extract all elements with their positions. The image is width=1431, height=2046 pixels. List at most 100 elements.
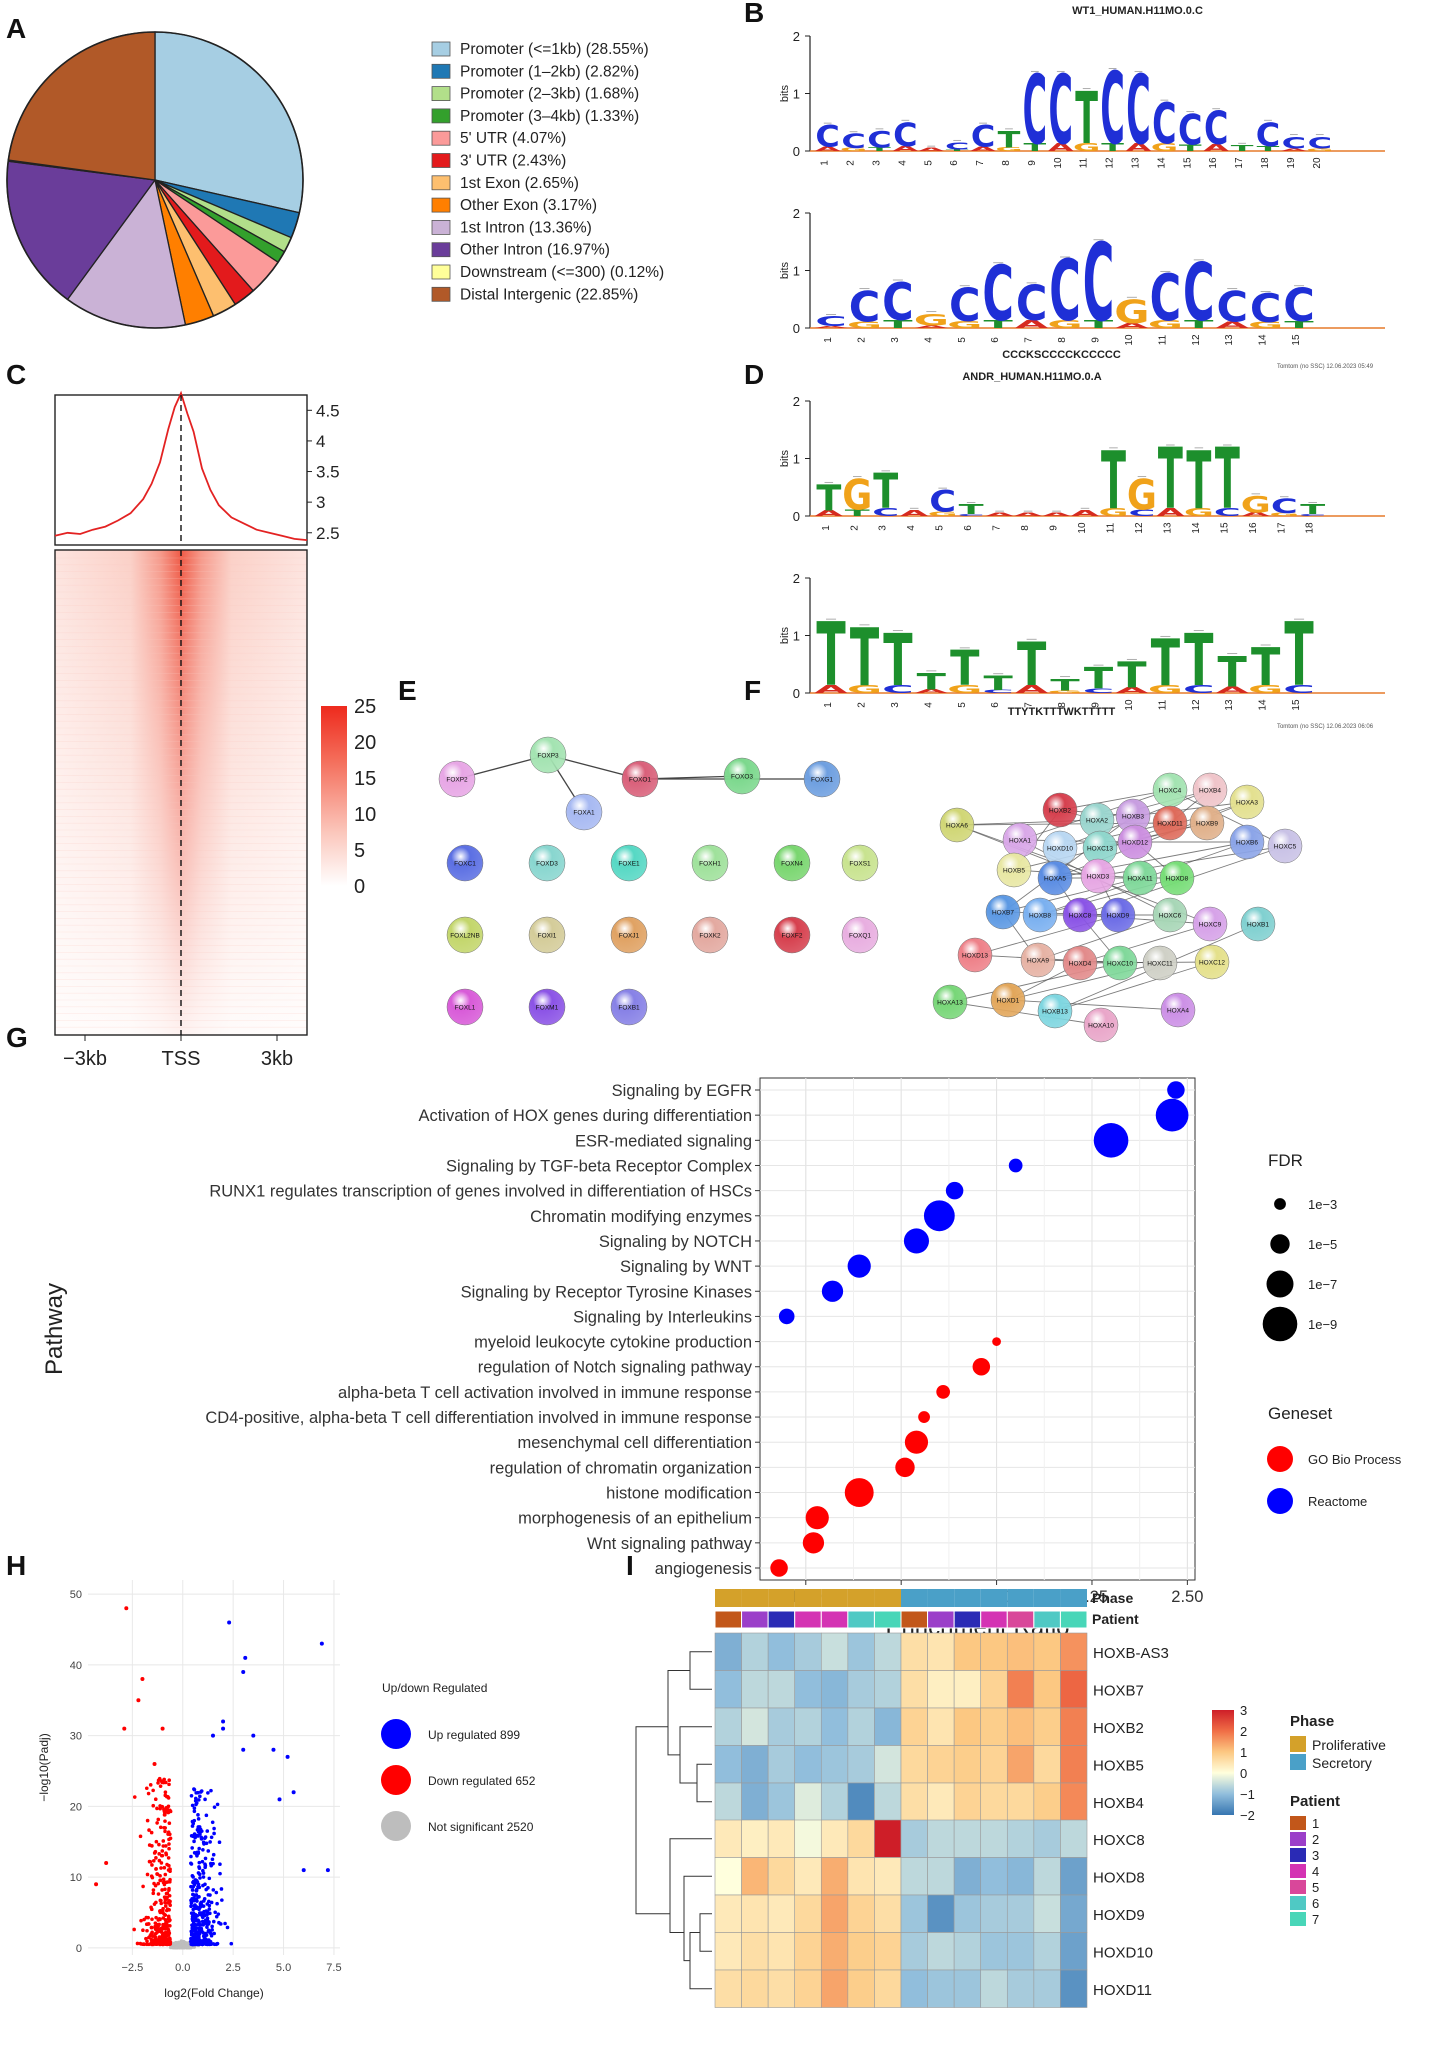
logo-letter: G: [1184, 506, 1214, 519]
logo-letter: A: [1042, 513, 1070, 518]
network-node-label: HOXC13: [1087, 846, 1113, 853]
dendrogram-branch: [683, 1875, 712, 1962]
logo-position-label: 7: [975, 160, 986, 166]
logo-letter: C: [1049, 55, 1073, 166]
volcano-point-down: [167, 1931, 172, 1935]
volcano-point-down: [158, 1910, 163, 1915]
logo-position-label: 4: [923, 337, 934, 343]
volcano-point-down: [150, 1863, 154, 1867]
heatmap-cell: [1006, 1745, 1035, 1784]
volcano-point-ns: [168, 1945, 173, 1950]
logo-position-label: 9: [1049, 525, 1060, 531]
volcano-point-down: [132, 1795, 137, 1799]
patient-legend-swatch: [1290, 1848, 1306, 1862]
heatmap-cell: [741, 1857, 769, 1896]
volcano-point-down: [157, 1858, 162, 1863]
logo-letter: T: [1184, 318, 1214, 331]
volcano-point-down: [144, 1786, 149, 1791]
network-node-label: HOXB6: [1236, 840, 1258, 847]
panel-e-fox-network: FOXP2 FOXP3 FOXA1 FOXO1 FOXO3 FOXG1 FOXC1 FOXD3…: [438, 736, 879, 1026]
volcano-point-down: [163, 1807, 168, 1811]
volcano-point-down: [149, 1830, 154, 1835]
panel-i-hox-heatmap: Phase Patient HOXB-AS3 HOXB7 HOXB2 HOXB5 HOXB4…: [635, 1589, 1386, 2008]
logo-letter: T: [1184, 618, 1214, 702]
volcano-point-extreme: [241, 1669, 246, 1674]
patient-annotation-cell: [980, 1610, 1008, 1629]
volcano-point-down: [167, 1893, 172, 1898]
logo-letter: A: [1281, 148, 1308, 152]
heatmap-cell: [980, 1894, 1008, 1933]
volcano-point-down: [146, 1915, 150, 1920]
pathway-label: mesenchymal cell differentiation: [518, 1434, 752, 1452]
volcano-point-down: [166, 1868, 171, 1872]
network-node-label: HOXB5: [1003, 868, 1025, 875]
heatmap-cell: [1006, 1819, 1035, 1858]
volcano-point-up: [201, 1875, 206, 1879]
network-node: [1122, 860, 1158, 896]
network-node: [610, 988, 648, 1026]
heatmap-cell: [1033, 1894, 1061, 1933]
logo-letter: C: [882, 273, 914, 333]
heatmap-cell: [953, 1782, 982, 1821]
heatmap-cell: [741, 1782, 769, 1821]
logo-letter: A: [1071, 509, 1100, 518]
panel-letter-e: E: [398, 675, 417, 706]
volcano-point-down: [159, 1901, 164, 1906]
volcano-point-down: [132, 1927, 136, 1932]
volcano-point-up: [208, 1940, 213, 1945]
heatmap-cell: [953, 1894, 982, 1933]
logo-letter: G: [1151, 141, 1178, 154]
logo-y-tick-label: 0: [793, 686, 800, 701]
fdr-legend-label: 1e−3: [1308, 1197, 1337, 1212]
volcano-point-up: [205, 1912, 209, 1917]
network-edge: [949, 1001, 1102, 1026]
network-node: [1160, 992, 1196, 1028]
gene-label: HOXB5: [1093, 1757, 1144, 1774]
logo-letter: C: [982, 250, 1014, 339]
pathway-label: Signaling by Interleukins: [573, 1308, 752, 1326]
volcano-point-down: [158, 1929, 162, 1933]
network-node-label: HOXC11: [1147, 961, 1173, 968]
volcano-point-down: [161, 1839, 166, 1843]
volcano-point-down: [162, 1895, 167, 1899]
network-node-label: HOXB1: [1247, 922, 1269, 929]
phase-annotation-cell: [794, 1589, 822, 1607]
logo-y-tick-label: 2: [793, 206, 800, 221]
heatmap-cell: [927, 1819, 955, 1858]
network-node-label: FOXP2: [446, 777, 468, 784]
logo-position-label: 8: [1020, 525, 1031, 531]
pathway-dot: [918, 1411, 930, 1423]
heatmap-cell: [767, 1745, 796, 1784]
volcano-point-down: [154, 1915, 158, 1920]
volcano-point-up: [190, 1824, 195, 1828]
volcano-point-down: [167, 1842, 171, 1846]
heatmap-cell: [1033, 1819, 1061, 1858]
volcano-point-extreme: [319, 1641, 324, 1646]
volcano-point-up: [208, 1893, 212, 1897]
network-node: [1020, 942, 1056, 978]
logo-letter: C: [982, 689, 1014, 694]
logo-letter: A: [1156, 506, 1184, 519]
volcano-point-up: [196, 1871, 201, 1875]
logo-position-label: 1: [823, 702, 834, 708]
network-node: [932, 984, 968, 1020]
heatmap-cell: [1060, 1670, 1088, 1709]
heatmap-cell: [794, 1932, 822, 1971]
volcano-point-up: [195, 1827, 200, 1832]
logo-letter: A: [814, 683, 848, 696]
dendrogram-branch: [689, 1932, 712, 1990]
volcano-point-extreme: [140, 1677, 145, 1682]
logo-position-label: 5: [923, 160, 934, 166]
network-edge: [1054, 961, 1213, 1012]
logo-letter: C: [1129, 508, 1156, 519]
network-node-label: FOXK2: [699, 933, 721, 940]
network-node-label: FOXF2: [782, 933, 803, 940]
gene-label: HOXD9: [1093, 1907, 1145, 1924]
volcano-point-up: [214, 1890, 219, 1895]
logo-letter: T: [816, 605, 845, 707]
logo-letter: C: [1250, 286, 1282, 331]
colorbar-tick-label: 10: [354, 804, 376, 826]
logo-position-label: 9: [1027, 160, 1038, 166]
logo-letter: A: [1216, 320, 1249, 331]
volcano-point-up: [200, 1859, 205, 1864]
